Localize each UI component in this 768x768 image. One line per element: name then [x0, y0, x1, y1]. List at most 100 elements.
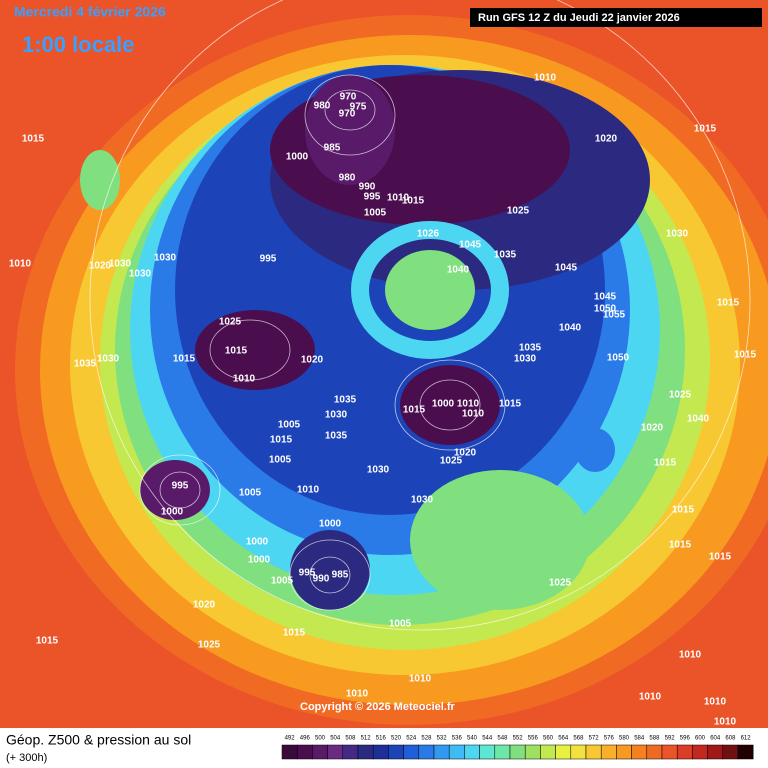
color-label: 540 [467, 736, 478, 742]
isobar-label: 995 [299, 568, 316, 579]
isobar-label: 1005 [278, 420, 301, 431]
isobar-label: 1020 [193, 600, 216, 611]
date: Mercredi 4 février 2026 [14, 4, 166, 20]
isobar-label: 1005 [389, 619, 412, 630]
color-label: 564 [558, 736, 569, 742]
isobar-label: 1005 [271, 576, 294, 587]
color-label: 536 [452, 736, 463, 742]
color-label: 580 [619, 736, 630, 742]
color-swatch [616, 744, 632, 760]
isobar-label: 1025 [507, 206, 530, 217]
color-swatch [312, 744, 328, 760]
color-swatch [479, 744, 496, 760]
isobar-label: 1050 [607, 353, 630, 364]
color-label: 572 [589, 736, 600, 742]
isobar-label: 1020 [454, 448, 477, 459]
color-label: 548 [497, 736, 508, 742]
isobar-label: 1010 [639, 692, 662, 703]
color-label: 592 [665, 736, 676, 742]
isobar-label: 1010 [233, 374, 256, 385]
isobar-label: 1030 [129, 269, 152, 280]
footer-title: Géop. Z500 & pression au sol [6, 732, 191, 748]
color-label: 568 [573, 736, 584, 742]
isobar-label: 1015 [717, 298, 740, 309]
isobar-label: 980 [339, 173, 356, 184]
color-swatch [722, 744, 739, 760]
isobar-label: 1015 [694, 124, 717, 135]
isobar-label: 985 [324, 143, 341, 154]
color-label: 552 [513, 736, 524, 742]
color-swatch [388, 744, 404, 760]
isobar-label: 1050 [594, 304, 617, 315]
color-label: 500 [315, 736, 326, 742]
isobar-label: 1000 [161, 507, 184, 518]
color-swatch [494, 744, 511, 760]
isobar-label: 1020 [301, 355, 324, 366]
isobar-label: 1040 [447, 265, 470, 276]
isobar-label: 1010 [387, 193, 410, 204]
isobar-label: 995 [364, 192, 381, 203]
color-swatch [448, 744, 465, 760]
color-swatch [570, 744, 587, 760]
isobar-label: 1030 [367, 465, 390, 476]
isobar-label: 1015 [669, 540, 692, 551]
color-swatch [464, 744, 480, 760]
isobars [89, 0, 751, 631]
isobar-label: 1015 [709, 552, 732, 563]
isobar-label: 1010 [679, 650, 702, 661]
isobar-label: 1030 [514, 354, 537, 365]
isobar-label: 1055 [603, 310, 626, 321]
color-label: 496 [300, 736, 311, 742]
run-box [470, 8, 762, 27]
isobar-label: 1000 [248, 555, 271, 566]
isobar-label: 1015 [672, 505, 695, 516]
color-label: 504 [330, 736, 341, 742]
color-swatch [707, 744, 724, 760]
color-label: 588 [649, 736, 660, 742]
run-info: Run GFS 12 Z du Jeudi 22 janvier 2026 [478, 12, 680, 24]
isobar-label: 1035 [494, 250, 517, 261]
isobar-label: 1000 [286, 152, 309, 163]
isobar-label: 1025 [198, 640, 221, 651]
isobar-label: 1005 [269, 455, 292, 466]
isobar-label: 1010 [704, 697, 727, 708]
color-label: 612 [741, 736, 752, 742]
isobar-label: 1010 [409, 674, 432, 685]
isobar-label: 1030 [109, 259, 132, 270]
isobar-label: 975 [350, 102, 367, 113]
isobar-label: 1020 [89, 261, 112, 272]
color-swatch [737, 744, 754, 760]
color-swatch [372, 744, 389, 760]
isobar-label: 1015 [283, 628, 306, 639]
isobar-label: 970 [340, 92, 357, 103]
color-label: 532 [437, 736, 448, 742]
color-label: 604 [710, 736, 721, 742]
color-bar: 492 496 500 504 508 512 516 520 524 528 532 536 540 5… [281, 736, 754, 760]
isobar-label: 990 [313, 574, 330, 585]
isobar-label: 1015 [402, 196, 425, 207]
isobar-label: 1015 [734, 350, 757, 361]
isobar-label: 1035 [519, 343, 542, 354]
color-swatch [600, 744, 617, 760]
isobar-label: 1010 [462, 409, 485, 420]
isobar-label: 1010 [346, 689, 369, 700]
isobar-label: 1000 [319, 519, 342, 530]
isobar-label: 1030 [325, 410, 348, 421]
isobar-label: 1025 [219, 317, 242, 328]
isobar-label: 1015 [36, 636, 59, 647]
field-background [0, 0, 768, 728]
color-label: 600 [695, 736, 706, 742]
color-swatch [692, 744, 708, 760]
isobar-label: 1000 [432, 399, 455, 410]
color-label: 608 [725, 736, 736, 742]
isobar-label: 1025 [669, 390, 692, 401]
color-label: 512 [361, 736, 372, 742]
isobar-label: 1045 [555, 263, 578, 274]
isobar-label: 1015 [22, 134, 45, 145]
isobar-label: 1015 [403, 405, 426, 416]
color-swatch [524, 744, 541, 760]
isobar-label: 995 [260, 254, 277, 265]
isobar-label: 1005 [364, 208, 387, 219]
